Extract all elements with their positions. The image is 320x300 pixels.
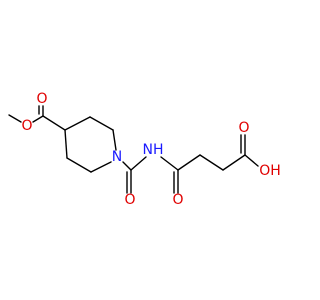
atom-label: OH [259, 163, 281, 179]
atom-label: O [36, 91, 47, 107]
molecule-diagram: O O N O NH O O OH [8, 91, 281, 208]
atom-label: O [238, 120, 249, 136]
atom-label: O [124, 192, 135, 208]
atom-label: N [112, 149, 122, 165]
atom-label: O [21, 118, 32, 134]
atom-label: NH [143, 142, 164, 158]
atom-label: O [172, 192, 183, 208]
bonds [8, 105, 259, 194]
